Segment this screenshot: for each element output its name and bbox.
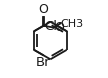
- Text: Cl: Cl: [44, 20, 57, 33]
- Text: CH3: CH3: [61, 19, 84, 29]
- Text: O: O: [39, 3, 48, 16]
- Text: Br: Br: [36, 56, 50, 69]
- Text: O: O: [54, 21, 64, 34]
